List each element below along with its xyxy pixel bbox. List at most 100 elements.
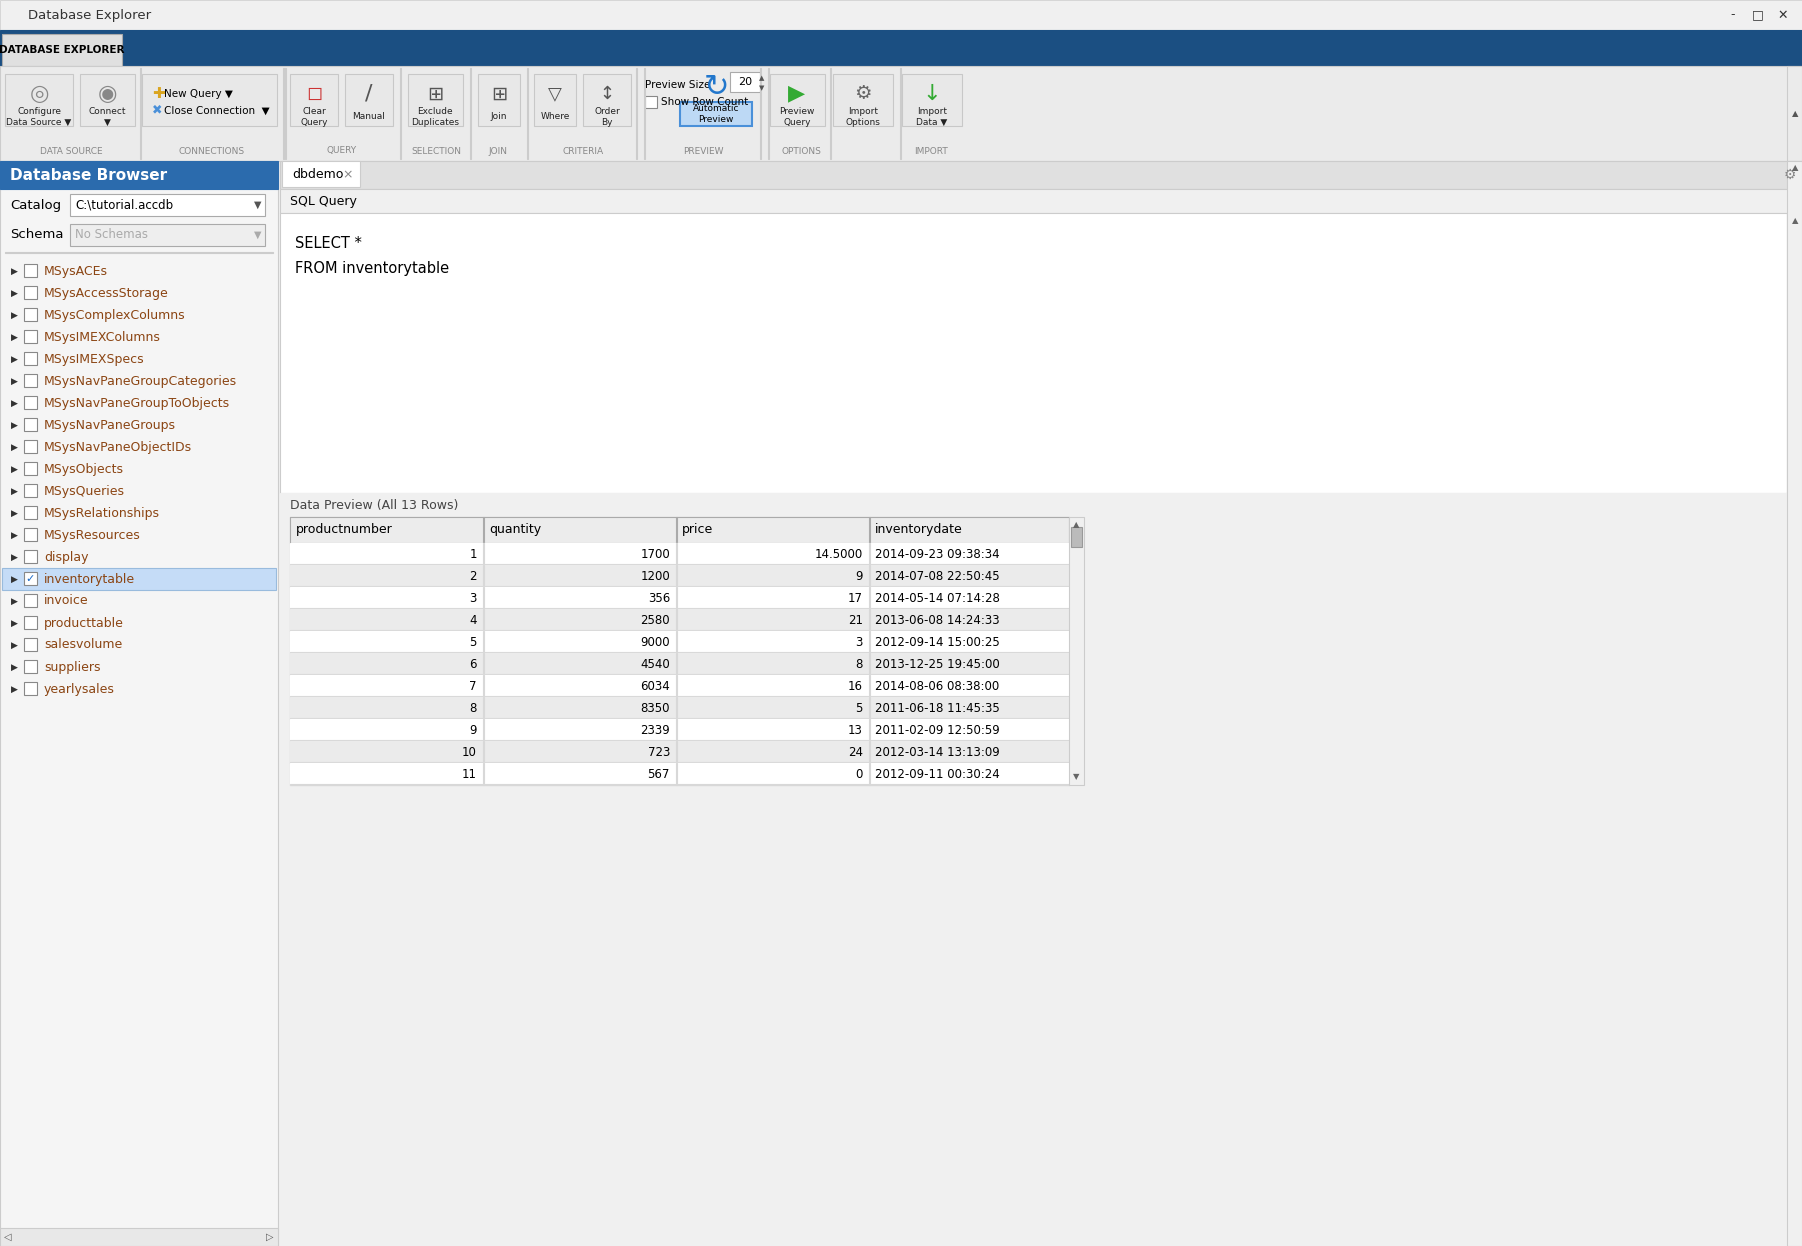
Text: MSysIMEXSpecs: MSysIMEXSpecs	[43, 353, 144, 365]
Text: ⚙: ⚙	[1784, 168, 1797, 182]
Bar	[290, 763, 1069, 785]
Text: No Schemas: No Schemas	[76, 228, 148, 242]
Text: 3: 3	[470, 592, 478, 604]
Text: Configure
Data Source ▼: Configure Data Source ▼	[7, 107, 72, 127]
Text: 14.5000: 14.5000	[815, 547, 863, 561]
Text: ✖: ✖	[151, 103, 162, 117]
Text: Manual: Manual	[353, 112, 386, 121]
Text: 8: 8	[856, 658, 863, 670]
Bar	[290, 719, 1069, 741]
Text: 2014-08-06 08:38:00: 2014-08-06 08:38:00	[876, 679, 1000, 693]
Bar	[903, 74, 962, 126]
Text: ⚙: ⚙	[854, 85, 872, 103]
Text: quantity: quantity	[488, 523, 541, 537]
Text: MSysComplexColumns: MSysComplexColumns	[43, 309, 186, 321]
Bar	[2, 34, 123, 66]
Text: 1: 1	[470, 547, 478, 561]
Bar	[290, 74, 339, 126]
Bar	[2, 568, 276, 591]
Text: ▶: ▶	[11, 574, 18, 583]
Text: yearlysales: yearlysales	[43, 683, 115, 695]
Text: JOIN: JOIN	[488, 147, 508, 156]
Bar	[23, 549, 38, 563]
Bar	[0, 161, 278, 189]
Text: dbdemo: dbdemo	[292, 168, 344, 182]
Text: 2580: 2580	[640, 613, 670, 627]
Text: 2012-09-11 00:30:24: 2012-09-11 00:30:24	[876, 768, 1000, 780]
Bar	[290, 675, 1069, 697]
Bar	[23, 308, 38, 321]
Bar	[769, 74, 825, 126]
Bar	[23, 462, 38, 475]
Text: 21: 21	[849, 613, 863, 627]
Text: ▶: ▶	[11, 442, 18, 451]
Bar	[1788, 213, 1802, 493]
Text: 0: 0	[856, 768, 863, 780]
Text: 9: 9	[856, 569, 863, 582]
Text: CONNECTIONS: CONNECTIONS	[178, 147, 245, 156]
Text: Clear
Query: Clear Query	[301, 107, 328, 127]
Text: suppliers: suppliers	[43, 660, 101, 674]
Text: 5: 5	[470, 635, 478, 648]
Text: ▶: ▶	[11, 333, 18, 341]
Bar	[290, 517, 1069, 543]
Text: 2013-06-08 14:24:33: 2013-06-08 14:24:33	[876, 613, 1000, 627]
Text: producttable: producttable	[43, 617, 124, 629]
Text: Import
Data ▼: Import Data ▼	[917, 107, 948, 127]
Text: 9: 9	[470, 724, 478, 736]
Bar	[1070, 527, 1081, 547]
Text: 9000: 9000	[640, 635, 670, 648]
Bar	[70, 224, 265, 245]
Text: ▲: ▲	[1791, 217, 1798, 226]
Text: /: /	[366, 83, 373, 103]
Text: 4: 4	[470, 613, 478, 627]
Bar	[290, 630, 1069, 653]
Text: SELECT *: SELECT *	[296, 235, 362, 250]
Text: 6034: 6034	[640, 679, 670, 693]
Text: 13: 13	[849, 724, 863, 736]
Text: Schema: Schema	[11, 228, 63, 242]
Text: productnumber: productnumber	[296, 523, 393, 537]
Text: PREVIEW: PREVIEW	[683, 147, 723, 156]
Text: ▶: ▶	[11, 531, 18, 540]
Text: MSysNavPaneObjectIDs: MSysNavPaneObjectIDs	[43, 441, 193, 454]
Text: ▶: ▶	[11, 508, 18, 517]
Text: □: □	[1752, 9, 1764, 21]
Bar	[1069, 517, 1085, 785]
Text: 4540: 4540	[640, 658, 670, 670]
Text: ▶: ▶	[11, 618, 18, 628]
Bar	[730, 72, 760, 92]
Text: SELECTION: SELECTION	[411, 147, 461, 156]
Text: ▲: ▲	[759, 75, 764, 81]
Text: -: -	[1730, 9, 1735, 21]
Text: MSysNavPaneGroupToObjects: MSysNavPaneGroupToObjects	[43, 396, 231, 410]
Bar	[290, 543, 1069, 564]
Text: MSysRelationships: MSysRelationships	[43, 507, 160, 520]
Text: 567: 567	[647, 768, 670, 780]
Bar	[478, 74, 521, 126]
Bar	[279, 189, 1802, 213]
Text: 6: 6	[470, 658, 478, 670]
Text: ✓: ✓	[25, 574, 34, 584]
Text: Show Row Count: Show Row Count	[661, 97, 748, 107]
Bar	[290, 609, 1069, 630]
Text: ▶: ▶	[11, 310, 18, 319]
Text: ▶: ▶	[11, 289, 18, 298]
Bar	[70, 194, 265, 216]
Bar	[0, 0, 1802, 30]
Text: MSysIMEXColumns: MSysIMEXColumns	[43, 330, 160, 344]
Text: ◁: ◁	[4, 1232, 13, 1242]
Bar	[5, 74, 74, 126]
Text: invoice: invoice	[43, 594, 88, 608]
Bar	[23, 264, 38, 277]
Text: salesvolume: salesvolume	[43, 638, 123, 652]
Text: 7: 7	[470, 679, 478, 693]
Bar	[23, 506, 38, 520]
Text: Data Preview (All 13 Rows): Data Preview (All 13 Rows)	[290, 498, 458, 512]
Text: ▷: ▷	[267, 1232, 274, 1242]
Text: FROM inventorytable: FROM inventorytable	[296, 260, 449, 275]
Text: 1700: 1700	[640, 547, 670, 561]
Text: 8350: 8350	[640, 701, 670, 714]
Text: ◉: ◉	[97, 83, 117, 103]
Text: 2014-09-23 09:38:34: 2014-09-23 09:38:34	[876, 547, 1000, 561]
